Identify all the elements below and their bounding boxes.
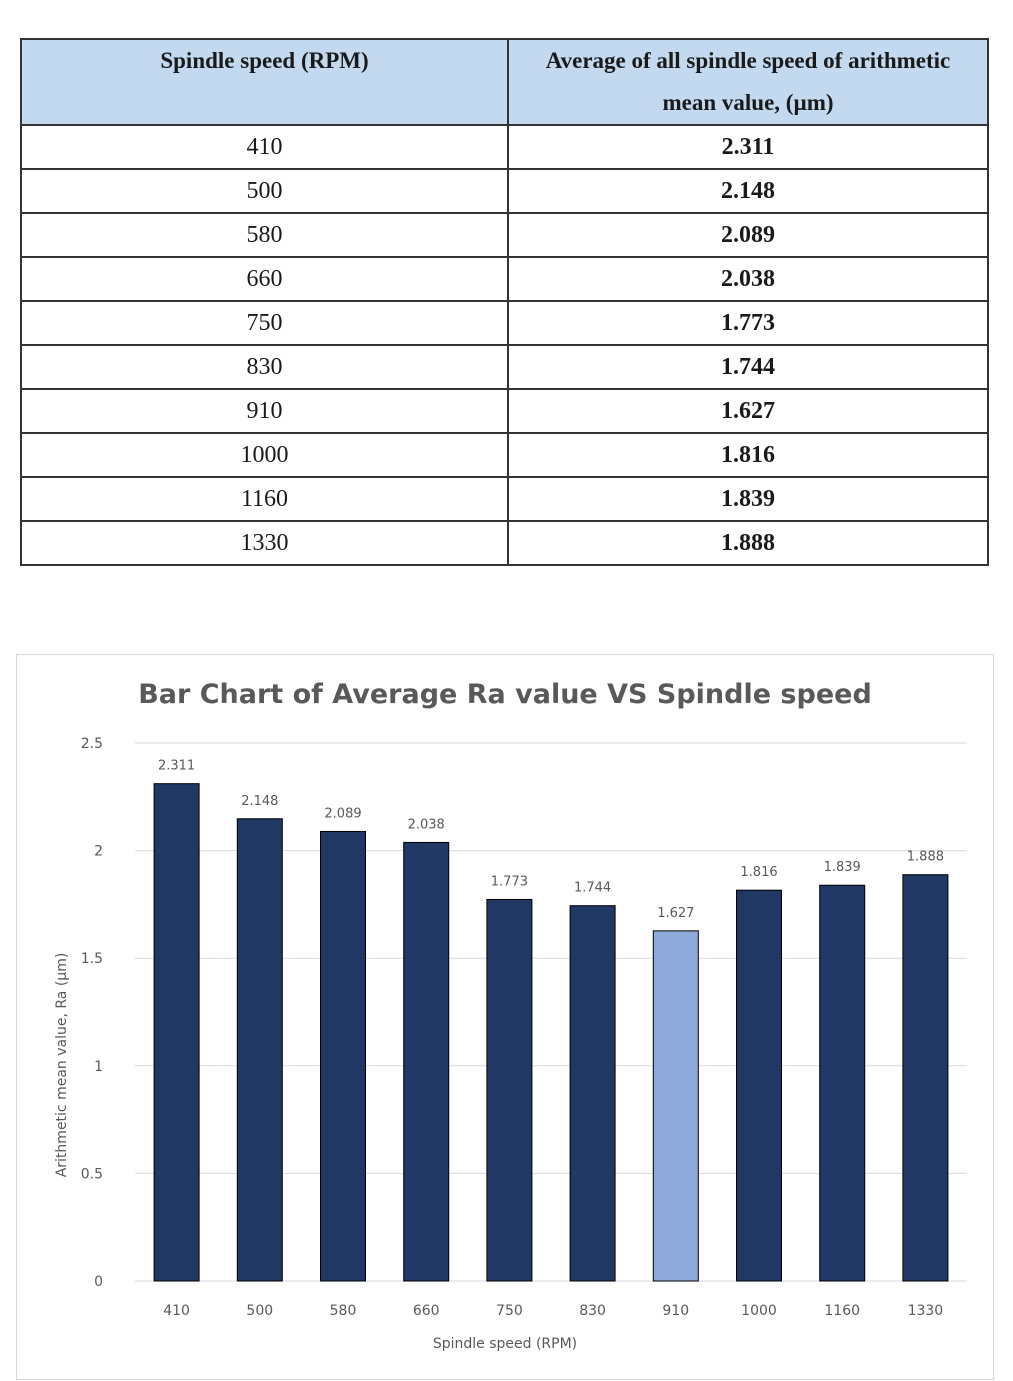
results-table-container: Spindle speed (RPM) Average of all spind…: [20, 38, 989, 566]
data-label-1000: 1.816: [740, 865, 777, 880]
cell-spindle-speed: 830: [20, 344, 509, 390]
cell-average-value: 2.148: [507, 168, 989, 214]
cell-spindle-speed: 1160: [20, 476, 509, 522]
cell-spindle-speed: 500: [20, 168, 509, 214]
table-row: 410 2.311: [20, 124, 989, 170]
bars: [153, 783, 949, 1282]
bar-1160: [819, 884, 866, 1282]
cell-spindle-speed: 750: [20, 300, 509, 346]
bar-910: [652, 930, 699, 1282]
data-label-580: 2.089: [324, 806, 361, 821]
table-body: 410 2.311 500 2.148 580 2.089 660 2.038 750 1.773…: [20, 124, 989, 566]
bar-830: [569, 905, 616, 1282]
cell-spindle-speed: 1000: [20, 432, 509, 478]
x-axis-label: Spindle speed (RPM): [433, 1336, 577, 1352]
cell-spindle-speed: 660: [20, 256, 509, 302]
x-axis-ticks: 410 500 580 660 750 830 910 1000 1160 1330: [163, 1303, 943, 1319]
x-tick-label: 500: [246, 1303, 273, 1319]
table-row: 500 2.148: [20, 168, 989, 214]
y-tick-label: 0: [94, 1274, 103, 1290]
data-labels: 2.311 2.148 2.089 2.038 1.773 1.744 1.627 1.816…: [158, 759, 944, 921]
table-row: 830 1.744: [20, 344, 989, 390]
cell-spindle-speed: 910: [20, 388, 509, 434]
data-label-660: 2.038: [408, 817, 445, 832]
x-tick-label: 1000: [741, 1303, 777, 1319]
data-label-410: 2.311: [158, 759, 195, 774]
cell-average-value: 2.038: [507, 256, 989, 302]
y-axis-ticks: 0 0.5 1 1.5 2 2.5: [81, 736, 103, 1290]
bar-750: [486, 898, 533, 1282]
results-table: Spindle speed (RPM) Average of all spind…: [20, 38, 989, 566]
header-spindle-speed: Spindle speed (RPM): [20, 38, 509, 126]
data-label-1160: 1.839: [824, 860, 861, 875]
cell-average-value: 1.627: [507, 388, 989, 434]
bar-1330: [902, 874, 949, 1282]
x-tick-label: 750: [496, 1303, 523, 1319]
data-label-500: 2.148: [241, 794, 278, 809]
x-tick-label: 1160: [824, 1303, 860, 1319]
cell-spindle-speed: 410: [20, 124, 509, 170]
cell-average-value: 2.311: [507, 124, 989, 170]
cell-average-value: 1.839: [507, 476, 989, 522]
data-label-1330: 1.888: [907, 850, 944, 865]
data-label-750: 1.773: [491, 874, 528, 889]
y-tick-label: 1.5: [81, 951, 103, 967]
data-label-910: 1.627: [657, 906, 694, 921]
table-row: 1000 1.816: [20, 432, 989, 478]
table-row: 660 2.038: [20, 256, 989, 302]
x-tick-label: 1330: [908, 1303, 944, 1319]
x-tick-label: 910: [662, 1303, 689, 1319]
table-row: 910 1.627: [20, 388, 989, 434]
x-tick-label: 410: [163, 1303, 190, 1319]
y-tick-label: 0.5: [81, 1166, 103, 1182]
bar-1000: [736, 889, 782, 1282]
table-row: 580 2.089: [20, 212, 989, 258]
x-tick-label: 580: [330, 1303, 357, 1319]
x-tick-label: 830: [579, 1303, 606, 1319]
cell-average-value: 2.089: [507, 212, 989, 258]
cell-spindle-speed: 1330: [20, 520, 509, 566]
bar-chart: Bar Chart of Average Ra value VS Spindle…: [54, 679, 967, 1352]
y-axis-label: Arithmetic mean value, Ra (µm): [54, 953, 70, 1178]
chart-title: Bar Chart of Average Ra value VS Spindle…: [138, 679, 872, 710]
table-row: 1330 1.888: [20, 520, 989, 566]
bar-580: [320, 830, 366, 1282]
data-label-830: 1.744: [574, 881, 611, 896]
x-tick-label: 660: [413, 1303, 440, 1319]
y-tick-label: 2.5: [81, 736, 103, 752]
y-tick-label: 2: [94, 844, 103, 860]
cell-average-value: 1.773: [507, 300, 989, 346]
bar-660: [403, 841, 450, 1282]
table-row: 750 1.773: [20, 300, 989, 346]
table-row: 1160 1.839: [20, 476, 989, 522]
table-header-row: Spindle speed (RPM) Average of all spind…: [20, 38, 989, 126]
bar-500: [236, 818, 283, 1282]
cell-average-value: 1.816: [507, 432, 989, 478]
bar-410: [153, 783, 200, 1282]
cell-average-value: 1.744: [507, 344, 989, 390]
header-average-value: Average of all spindle speed of arithmet…: [507, 38, 989, 126]
y-tick-label: 1: [94, 1059, 103, 1075]
cell-average-value: 1.888: [507, 520, 989, 566]
bar-chart-panel: Bar Chart of Average Ra value VS Spindle…: [16, 654, 994, 1380]
cell-spindle-speed: 580: [20, 212, 509, 258]
